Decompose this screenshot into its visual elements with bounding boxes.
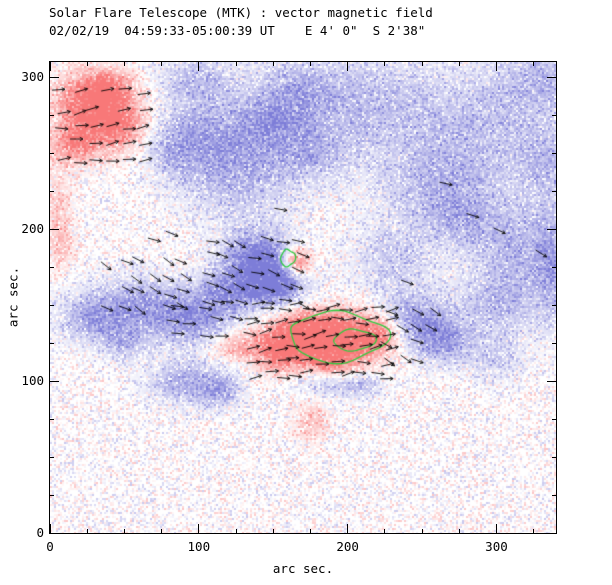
y-minor-tick xyxy=(50,114,54,116)
y-minor-tick xyxy=(50,304,54,306)
x-minor-tick xyxy=(272,529,274,533)
y-minor-tick xyxy=(552,304,556,306)
x-minor-tick xyxy=(309,62,311,66)
x-minor-tick xyxy=(384,529,386,533)
x-minor-tick xyxy=(86,529,88,533)
y-tick-mark xyxy=(547,380,556,382)
y-minor-tick xyxy=(50,190,54,192)
y-tick-label: 200 xyxy=(21,221,44,237)
plot-title: Solar Flare Telescope (MTK) : vector mag… xyxy=(49,5,433,20)
x-axis-label: arc sec. xyxy=(272,561,334,576)
x-tick-label: 200 xyxy=(336,539,359,554)
x-tick-mark xyxy=(347,524,349,533)
x-minor-tick xyxy=(235,62,237,66)
plot-subtitle: 02/02/19 04:59:33-05:00:39 UT E 4' 0" S … xyxy=(49,23,426,38)
y-tick-mark xyxy=(547,228,556,230)
x-minor-tick xyxy=(458,62,460,66)
magnetogram-canvas xyxy=(50,62,556,533)
y-minor-tick xyxy=(50,456,54,458)
y-tick-label: 300 xyxy=(21,69,44,85)
y-tick-mark xyxy=(50,76,59,78)
x-minor-tick xyxy=(123,529,125,533)
y-minor-tick xyxy=(552,418,556,420)
y-minor-tick xyxy=(50,266,54,268)
x-minor-tick xyxy=(533,62,535,66)
y-minor-tick xyxy=(50,342,54,344)
y-minor-tick xyxy=(50,152,54,154)
x-tick-mark xyxy=(495,62,497,71)
x-minor-tick xyxy=(421,529,423,533)
x-minor-tick xyxy=(123,62,125,66)
x-tick-mark xyxy=(198,62,200,71)
y-minor-tick xyxy=(552,190,556,192)
y-tick-mark xyxy=(547,76,556,78)
y-tick-label: 0 xyxy=(36,525,44,540)
y-tick-mark xyxy=(547,532,556,534)
x-minor-tick xyxy=(86,62,88,66)
x-tick-mark xyxy=(49,524,51,533)
x-minor-tick xyxy=(161,529,163,533)
y-minor-tick xyxy=(552,494,556,496)
x-minor-tick xyxy=(235,529,237,533)
x-tick-mark xyxy=(347,62,349,71)
x-tick-label: 100 xyxy=(187,539,211,554)
y-minor-tick xyxy=(50,494,54,496)
y-minor-tick xyxy=(552,342,556,344)
y-tick-mark xyxy=(50,532,59,534)
y-minor-tick xyxy=(50,418,54,420)
y-tick-label: 100 xyxy=(21,373,44,389)
x-tick-label: 300 xyxy=(485,539,508,554)
x-minor-tick xyxy=(272,62,274,66)
x-tick-mark xyxy=(198,524,200,533)
plot-area xyxy=(49,61,557,534)
y-minor-tick xyxy=(552,152,556,154)
x-minor-tick xyxy=(458,529,460,533)
y-minor-tick xyxy=(552,456,556,458)
x-minor-tick xyxy=(384,62,386,66)
x-tick-label: 0 xyxy=(46,539,54,554)
x-minor-tick xyxy=(421,62,423,66)
y-tick-mark xyxy=(50,228,59,230)
y-minor-tick xyxy=(552,266,556,268)
x-minor-tick xyxy=(309,529,311,533)
y-tick-mark xyxy=(50,380,59,382)
y-minor-tick xyxy=(552,114,556,116)
y-axis-label: arc sec. xyxy=(5,266,21,328)
x-minor-tick xyxy=(161,62,163,66)
x-tick-mark xyxy=(49,62,51,71)
x-tick-mark xyxy=(495,524,497,533)
x-minor-tick xyxy=(533,529,535,533)
